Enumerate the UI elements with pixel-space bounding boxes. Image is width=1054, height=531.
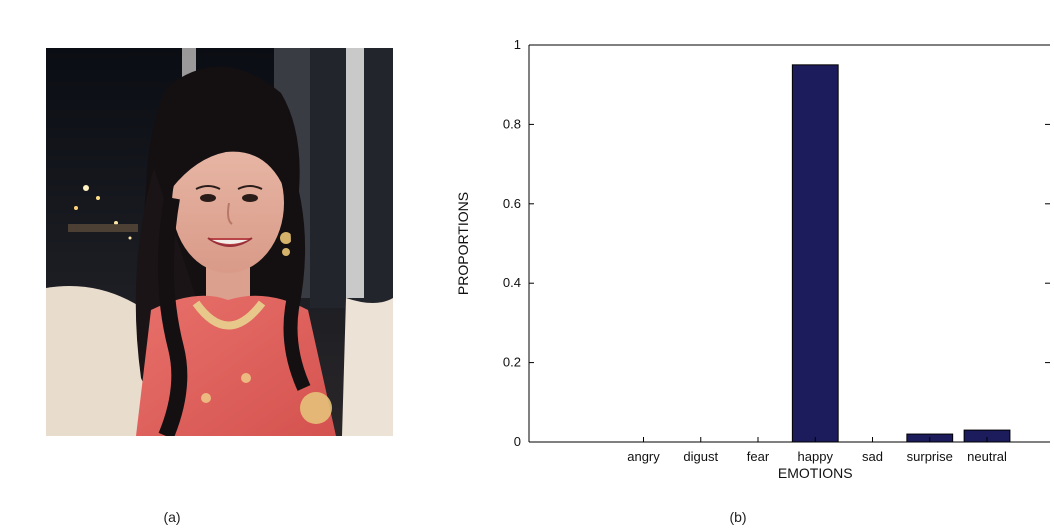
x-axis-title: EMOTIONS — [778, 465, 853, 481]
portrait-photo — [46, 48, 393, 436]
x-axis-ticks: angry digust fear happy sad surprise neutral — [627, 437, 1007, 464]
bars — [791, 64, 1011, 443]
x-tick-label-happy: happy — [798, 449, 834, 464]
bar-happy — [791, 64, 839, 443]
x-tick-label-surprise: surprise — [907, 449, 953, 464]
y-axis-ticks: 0 0.2 0.4 0.6 0.8 1 — [503, 37, 1050, 449]
y-axis-title: PROPORTIONS — [455, 192, 471, 295]
emotion-bar-chart: 0 0.2 0.4 0.6 0.8 1 angry digust fear happy sad su… — [455, 37, 1050, 481]
x-tick-label-fear: fear — [747, 449, 770, 464]
panel-label-a: (a) — [163, 509, 181, 525]
y-tick-label: 0.4 — [503, 275, 521, 290]
y-tick-label: 1 — [514, 37, 521, 52]
x-tick-label-sad: sad — [862, 449, 883, 464]
panel-label-b: (b) — [729, 509, 747, 525]
x-tick-label-angry: angry — [627, 449, 660, 464]
y-tick-label: 0 — [514, 434, 521, 449]
plot-frame — [528, 44, 1050, 443]
y-tick-label: 0.6 — [503, 196, 521, 211]
y-tick-label: 0.2 — [503, 355, 521, 370]
y-tick-label: 0.8 — [503, 116, 521, 131]
x-tick-label-digust: digust — [683, 449, 718, 464]
x-tick-label-neutral: neutral — [967, 449, 1007, 464]
